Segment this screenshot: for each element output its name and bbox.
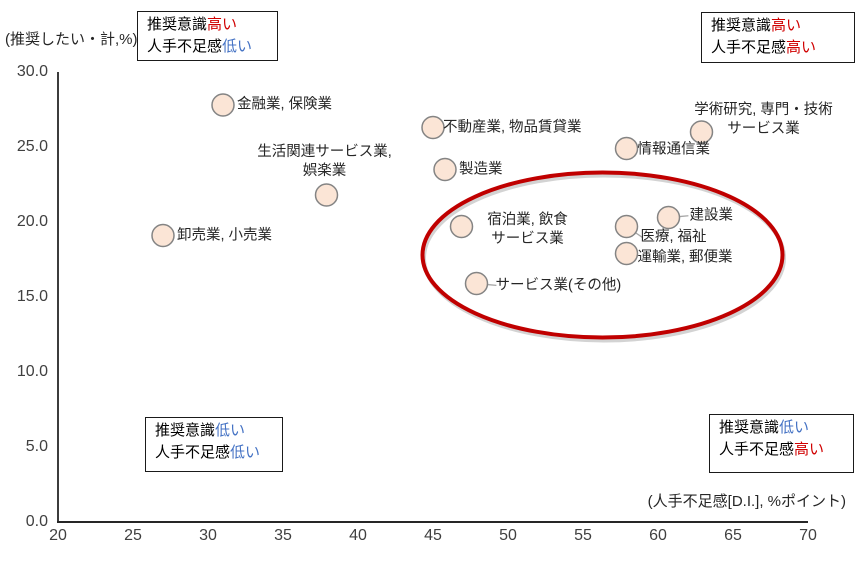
- data-point: [656, 205, 681, 230]
- data-point: [211, 93, 235, 117]
- data-point: [449, 214, 474, 239]
- x-axis-title: (人手不足感[D.I.], %ポイント): [647, 493, 846, 510]
- data-point: [689, 120, 714, 144]
- data-point: [314, 183, 339, 207]
- data-point: [421, 115, 445, 140]
- data-point: [464, 271, 489, 296]
- highlight-ellipse: [420, 170, 785, 340]
- data-point: [614, 214, 639, 239]
- data-point: [614, 241, 639, 266]
- data-point: [614, 136, 639, 161]
- leader-line: [679, 215, 689, 218]
- leader-line: [635, 232, 644, 239]
- leader-line: [487, 283, 497, 287]
- data-point: [151, 223, 175, 248]
- data-point: [433, 157, 457, 182]
- y-axis-title: (推奨したい・計,%): [5, 31, 138, 48]
